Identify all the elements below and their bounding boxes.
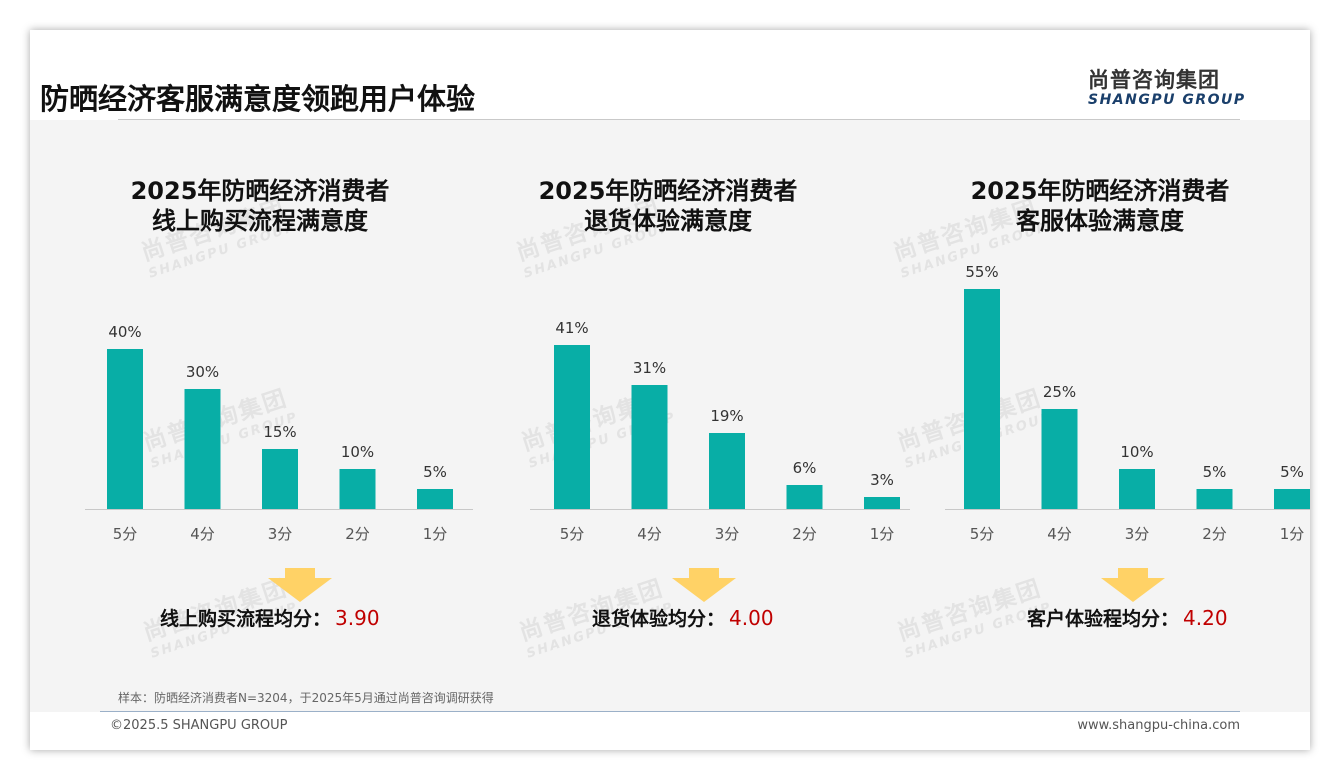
chart-title: 2025年防晒经济消费者 退货体验满意度 — [458, 176, 878, 236]
category-label: 1分 — [423, 525, 448, 543]
arrow-stem — [689, 568, 719, 578]
bar — [964, 289, 1000, 509]
data-label: 3% — [870, 471, 894, 489]
bar-chart-return: 41% 5分 31% 4分 19% 3分 6% 2分 3% 1分 — [530, 319, 910, 543]
data-label: 5% — [423, 463, 447, 481]
data-label: 40% — [108, 323, 141, 341]
category-label: 4分 — [190, 525, 215, 543]
chart-title-line2: 线上购买流程满意度 — [152, 207, 368, 235]
category-label: 2分 — [345, 525, 370, 543]
chart-title-line1: 2025年防晒经济消费者 — [538, 177, 798, 205]
data-label: 30% — [186, 363, 219, 381]
chart-title-line1: 2025年防晒经济消费者 — [970, 177, 1230, 205]
company-logo: 尚普咨询集团 SHANGPU GROUP — [1088, 64, 1258, 108]
bar — [107, 349, 143, 509]
bar — [262, 449, 298, 509]
chart-panel-online-purchase: 2025年防晒经济消费者 线上购买流程满意度 40% 5分 30% 4分 15% 3分 10… — [30, 30, 473, 750]
bar — [786, 485, 823, 509]
footer — [30, 712, 1310, 750]
website-link[interactable]: www.shangpu-china.com — [1077, 718, 1240, 733]
average-score-value: 4.00 — [729, 606, 774, 630]
average-score: 线上购买流程均分： 3.90 — [160, 604, 380, 631]
chart-title: 2025年防晒经济消费者 线上购买流程满意度 — [50, 176, 470, 236]
category-label: 2分 — [1202, 525, 1227, 543]
chart-panel-return: 2025年防晒经济消费者 退货体验满意度 41% 5分 31% 4分 19% 3分 6% 2分… — [470, 30, 910, 750]
data-label: 41% — [555, 319, 588, 337]
average-score-label: 线上购买流程均分： — [160, 608, 332, 630]
data-label: 10% — [1120, 443, 1153, 461]
data-label: 5% — [1203, 463, 1227, 481]
copyright-text: ©2025.5 SHANGPU GROUP — [110, 718, 288, 733]
slide: 防晒经济客服满意度领跑用户体验 尚普咨询集团 SHANGPU GROUP 尚普咨… — [30, 30, 1310, 750]
category-label: 4分 — [637, 525, 662, 543]
bar-chart-online-purchase: 40% 5分 30% 4分 15% 3分 10% 2分 5% 1分 — [85, 323, 473, 543]
category-label: 5分 — [970, 525, 995, 543]
bar — [184, 389, 221, 509]
average-score-value: 3.90 — [335, 606, 380, 630]
bar-chart-customer-service: 55% 5分 25% 4分 10% 3分 5% 2分 5% 1分 — [945, 263, 1310, 543]
header-divider — [118, 119, 1240, 120]
bar — [417, 489, 453, 509]
category-label: 4分 — [1047, 525, 1072, 543]
logo-en-text: SHANGPU GROUP — [1088, 92, 1246, 108]
arrow-stem — [1118, 568, 1148, 578]
category-label: 1分 — [870, 525, 895, 543]
header: 防晒经济客服满意度领跑用户体验 尚普咨询集团 SHANGPU GROUP — [30, 30, 1310, 120]
down-arrow-icon — [1101, 578, 1165, 602]
category-label: 5分 — [560, 525, 585, 543]
page-title: 防晒经济客服满意度领跑用户体验 — [40, 82, 476, 116]
logo-cn-text: 尚普咨询集团 — [1088, 68, 1220, 92]
category-label: 2分 — [792, 525, 817, 543]
category-label: 3分 — [1125, 525, 1150, 543]
chart-title-line2: 退货体验满意度 — [584, 207, 752, 235]
data-label: 55% — [965, 263, 998, 281]
bar — [1119, 469, 1155, 509]
bar — [631, 385, 668, 509]
category-label: 1分 — [1280, 525, 1305, 543]
chart-title-line2: 客服体验满意度 — [1016, 207, 1184, 235]
data-label: 31% — [633, 359, 666, 377]
footer-divider — [100, 711, 1240, 712]
data-label: 25% — [1043, 383, 1076, 401]
data-label: 15% — [263, 423, 296, 441]
bar — [1196, 489, 1233, 509]
bar — [1274, 489, 1310, 509]
bar — [864, 497, 900, 509]
data-label: 19% — [710, 407, 743, 425]
category-label: 3分 — [715, 525, 740, 543]
average-score-label: 退货体验均分： — [592, 608, 726, 630]
chart-title: 2025年防晒经济消费者 客服体验满意度 — [890, 176, 1310, 236]
average-score: 退货体验均分： 4.00 — [592, 604, 774, 631]
data-label: 10% — [341, 443, 374, 461]
bar — [709, 433, 745, 509]
data-label: 6% — [793, 459, 817, 477]
category-label: 3分 — [268, 525, 293, 543]
average-score: 客户体验程均分： 4.20 — [1027, 604, 1228, 631]
down-arrow-icon — [672, 578, 736, 602]
down-arrow-icon — [268, 578, 332, 602]
category-label: 5分 — [113, 525, 138, 543]
bar — [554, 345, 590, 509]
average-score-value: 4.20 — [1183, 606, 1228, 630]
arrow-stem — [285, 568, 315, 578]
average-score-label: 客户体验程均分： — [1027, 608, 1180, 630]
sample-note: 样本：防晒经济消费者N=3204，于2025年5月通过尚普咨询调研获得 — [118, 691, 494, 705]
bar — [339, 469, 376, 509]
data-label: 5% — [1280, 463, 1304, 481]
chart-title-line1: 2025年防晒经济消费者 — [130, 177, 390, 205]
bar — [1041, 409, 1078, 509]
chart-panel-customer-service: 2025年防晒经济消费者 客服体验满意度 55% 5分 25% 4分 10% 3分 5% 2分… — [880, 30, 1310, 750]
